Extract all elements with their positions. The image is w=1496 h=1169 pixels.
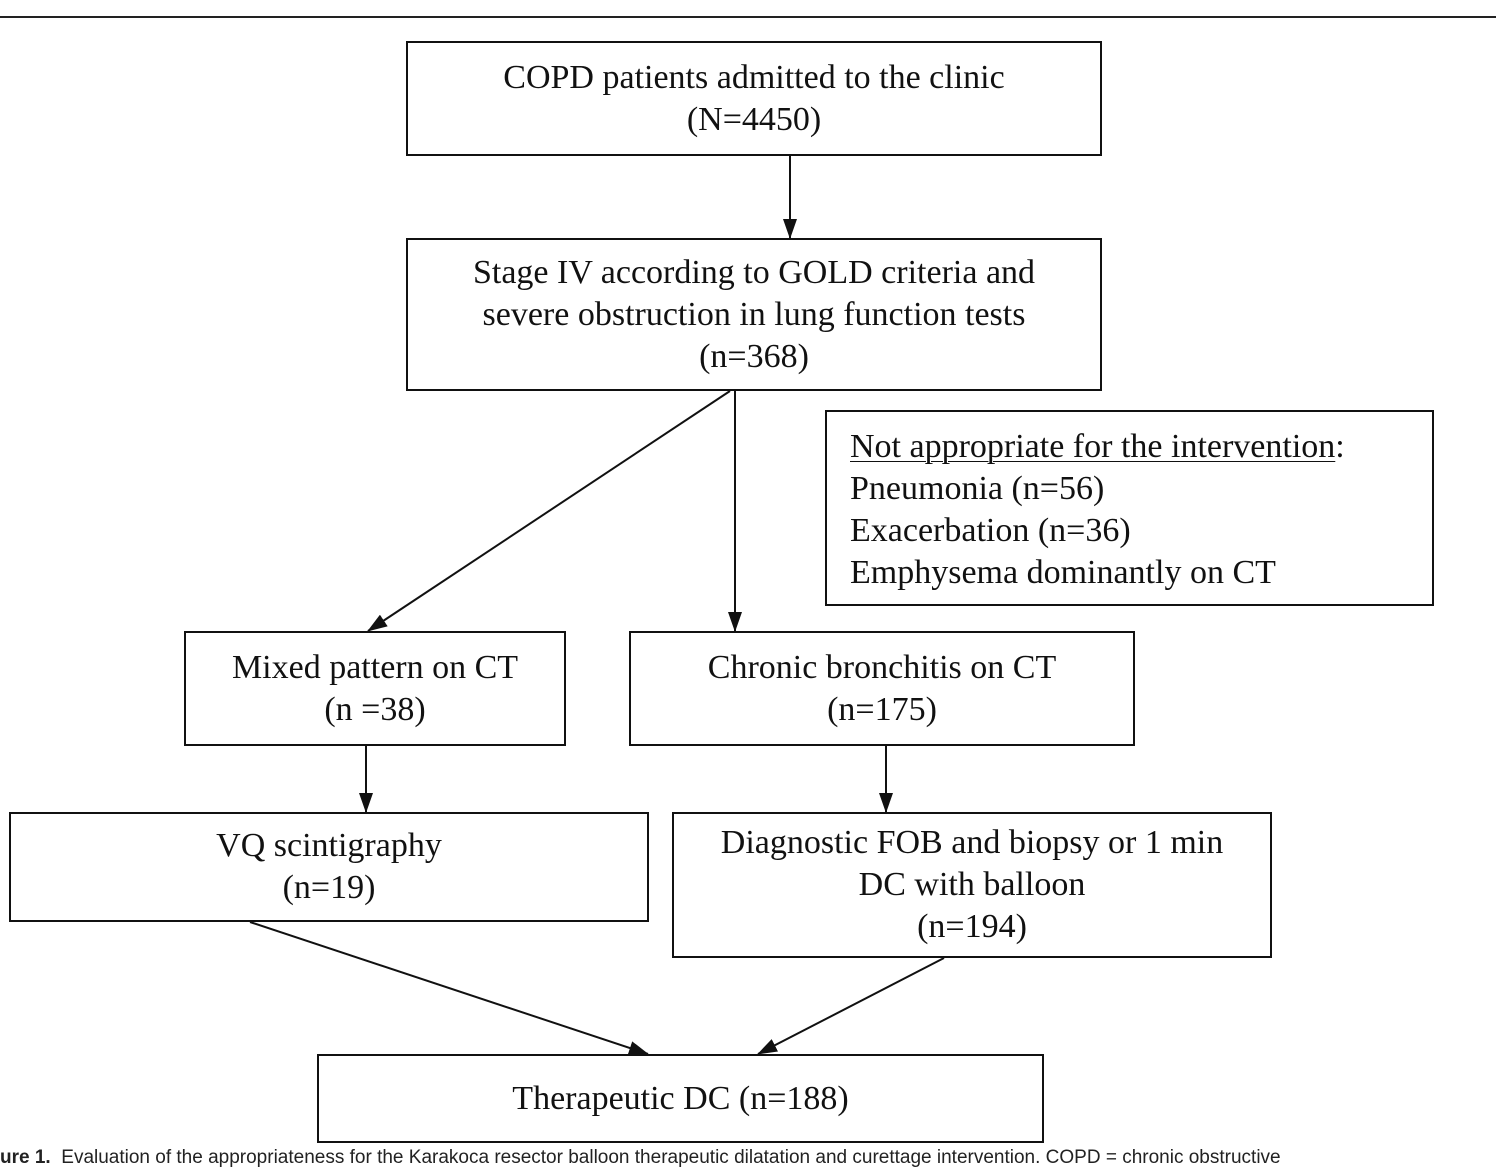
node-therapeutic: Therapeutic DC (n=188) bbox=[317, 1054, 1044, 1143]
arrow-fob-to-therapeutic bbox=[757, 957, 945, 1055]
node-vq-line1: VQ scintigraphy bbox=[216, 827, 442, 864]
node-stage4-line1: Stage IV according to GOLD criteria and bbox=[472, 253, 1036, 291]
node-mixed: Mixed pattern on CT (n =38) bbox=[184, 631, 566, 746]
exclusion-item-emphysema: Emphysema dominantly on CT bbox=[850, 554, 1276, 591]
node-bronchitis-line1: Chronic bronchitis on CT bbox=[707, 648, 1057, 686]
exclusion-item-pneumonia: Pneumonia (n=56) bbox=[850, 470, 1105, 507]
caption-text: Evaluation of the appropriateness for th… bbox=[61, 1147, 1281, 1168]
arrow-vq-to-therapeutic bbox=[249, 921, 649, 1055]
node-stage4-line2: severe obstruction in lung function test… bbox=[482, 295, 1026, 333]
node-stage4: Stage IV according to GOLD criteria and … bbox=[406, 238, 1102, 391]
caption-label: ure 1. bbox=[0, 1147, 51, 1168]
node-admitted-line1: COPD patients admitted to the clinic bbox=[503, 58, 1005, 96]
node-admitted: COPD patients admitted to the clinic (N=… bbox=[406, 41, 1102, 156]
node-fob-line1: Diagnostic FOB and biopsy or 1 min bbox=[720, 824, 1224, 861]
node-mixed-line1: Mixed pattern on CT bbox=[231, 648, 519, 686]
exclusion-box: Not appropriate for the intervention: Pn… bbox=[825, 410, 1434, 606]
exclusion-colon: : bbox=[1335, 428, 1345, 465]
exclusion-heading: Not appropriate for the intervention bbox=[850, 428, 1336, 465]
node-bronchitis-count: (n=175) bbox=[827, 690, 937, 728]
exclusion-heading-line: Not appropriate for the intervention: bbox=[850, 426, 1432, 468]
figure-caption: ure 1. Evaluation of the appropriateness… bbox=[0, 1147, 1496, 1169]
node-fob-line2: DC with balloon bbox=[858, 866, 1086, 903]
node-stage4-count: (n=368) bbox=[699, 337, 809, 375]
node-vq: VQ scintigraphy (n=19) bbox=[9, 812, 649, 922]
node-bronchitis: Chronic bronchitis on CT (n=175) bbox=[629, 631, 1135, 746]
node-fob: Diagnostic FOB and biopsy or 1 min DC wi… bbox=[672, 812, 1272, 958]
exclusion-item-exacerbation: Exacerbation (n=36) bbox=[850, 512, 1131, 549]
node-vq-count: (n=19) bbox=[282, 869, 376, 906]
node-therapeutic-line1: Therapeutic DC (n=188) bbox=[512, 1079, 849, 1117]
node-admitted-count: (N=4450) bbox=[686, 100, 822, 138]
arrow-stage4-to-mixed bbox=[367, 390, 731, 632]
node-mixed-count: (n =38) bbox=[324, 690, 426, 728]
node-fob-count: (n=194) bbox=[917, 908, 1027, 945]
top-rule bbox=[0, 16, 1496, 18]
